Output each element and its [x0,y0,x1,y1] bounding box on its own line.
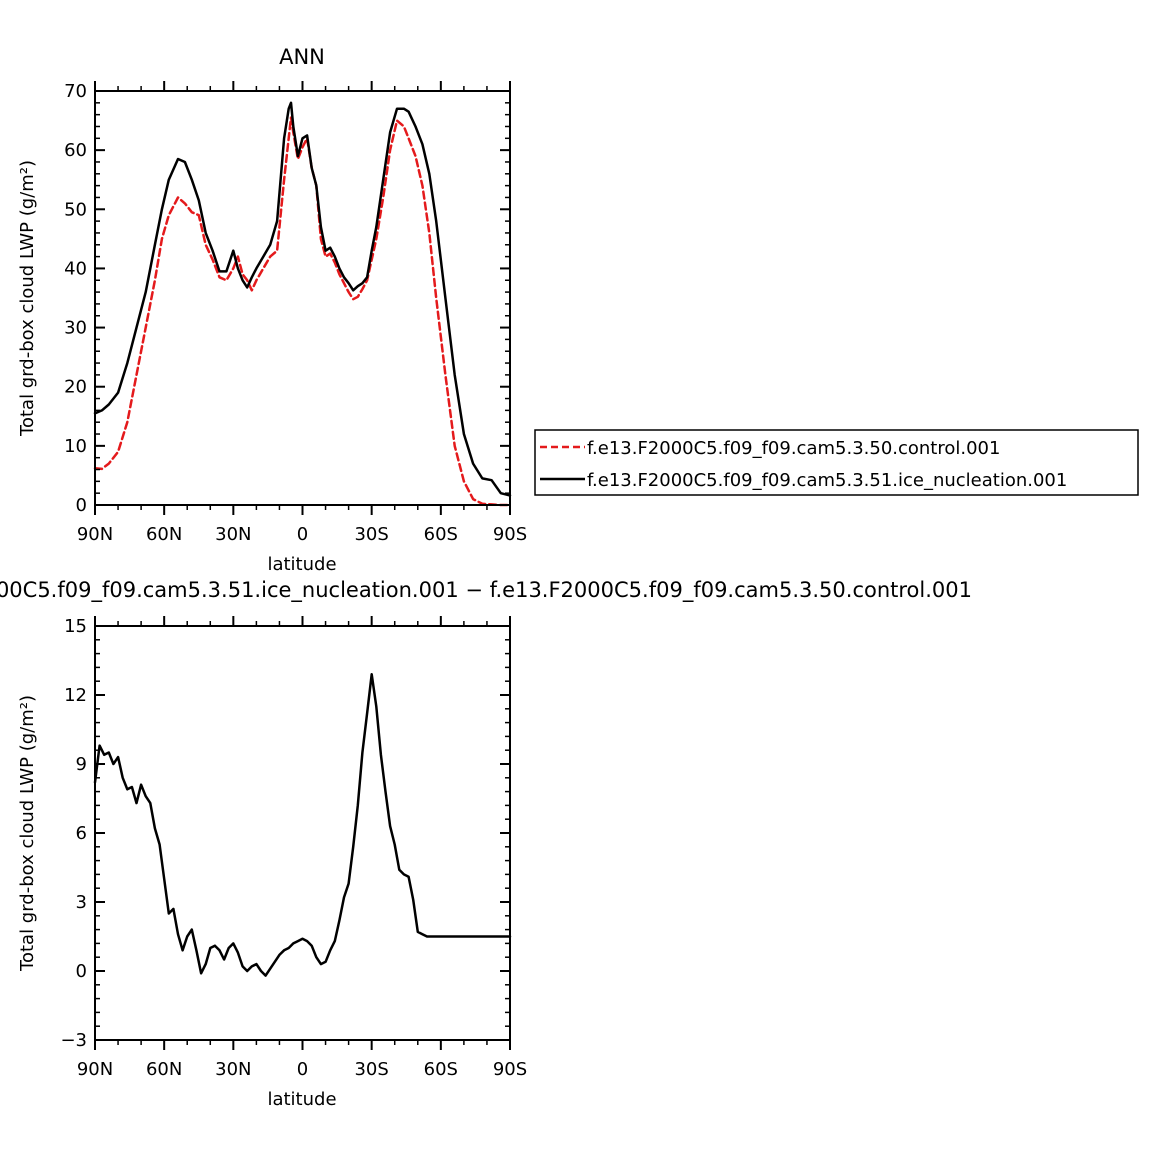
bottom-x-tick-label: 90N [77,1059,113,1080]
top-x-tick-label: 90S [493,524,527,545]
legend-box [534,429,1139,496]
top-y-tick-label: 40 [64,258,87,279]
top-tick-labels: 0 10 20 30 40 50 60 70 90N 60N 30N 0 30S 60S 90S [64,81,527,545]
top-y-tick-label: 20 [64,377,87,398]
bottom-chart-title: f.e13.F2000C5.f09_f09.cam5.3.51.ice_nucl… [0,578,972,603]
top-x-tick-label: 60N [146,524,182,545]
bottom-y-tick-label: 9 [76,754,87,775]
bottom-y-tick-label: 3 [76,892,87,913]
bottom-x-tick-label: 60N [146,1059,182,1080]
bottom-series-line-0 [93,673,512,977]
bottom-y-tick-label: 12 [64,685,87,706]
top-y-tick-label: 10 [64,436,87,457]
top-y-tick-label: 50 [64,199,87,220]
bottom-x-axis-label: latitude [267,1089,336,1110]
top-plot-frame [94,90,511,506]
legend-entry-ice-nucleation: f.e13.F2000C5.f09_f09.cam5.3.51.ice_nucl… [587,470,1067,491]
bottom-x-tick-label: 60S [424,1059,458,1080]
bottom-panel: f.e13.F2000C5.f09_f09.cam5.3.51.ice_nucl… [0,578,972,1110]
top-y-axis-label: Total grd-box cloud LWP (g/m²) [17,160,38,437]
top-panel: ANN 0 10 20 30 40 50 60 70 90N 60N 30N 0 30S 60S 90S l… [17,45,527,575]
bottom-y-tick-label: 6 [76,823,87,844]
top-x-tick-label: 60S [424,524,458,545]
top-x-axis-label: latitude [267,554,336,575]
top-series-line-1 [93,101,512,497]
top-y-tick-label: 60 [64,140,87,161]
bottom-x-tick-label: 0 [297,1059,308,1080]
bottom-lines [93,673,512,977]
bottom-x-tick-label: 30S [354,1059,388,1080]
bottom-y-tick-label: 0 [76,961,87,982]
top-lines [93,101,512,507]
top-series-line-0 [93,116,512,507]
legend: f.e13.F2000C5.f09_f09.cam5.3.50.control.… [534,429,1139,496]
top-ticks [94,81,511,515]
top-y-tick-label: 70 [64,81,87,102]
bottom-y-tick-label: 15 [64,616,87,637]
top-y-tick-label: 0 [76,495,87,516]
top-x-tick-label: 30N [215,524,251,545]
bottom-y-tick-label: −3 [60,1030,87,1051]
legend-entry-control: f.e13.F2000C5.f09_f09.cam5.3.50.control.… [587,438,1000,459]
bottom-ticks [94,616,511,1050]
top-chart-title: ANN [279,45,325,69]
bottom-x-tick-label: 30N [215,1059,251,1080]
bottom-x-tick-label: 90S [493,1059,527,1080]
top-y-tick-label: 30 [64,318,87,339]
top-x-tick-label: 90N [77,524,113,545]
top-x-tick-label: 30S [354,524,388,545]
bottom-y-axis-label: Total grd-box cloud LWP (g/m²) [17,695,38,972]
bottom-tick-labels: −3 0 3 6 9 12 15 90N 60N 30N 0 30S 60S 90S [60,616,527,1080]
top-x-tick-label: 0 [297,524,308,545]
